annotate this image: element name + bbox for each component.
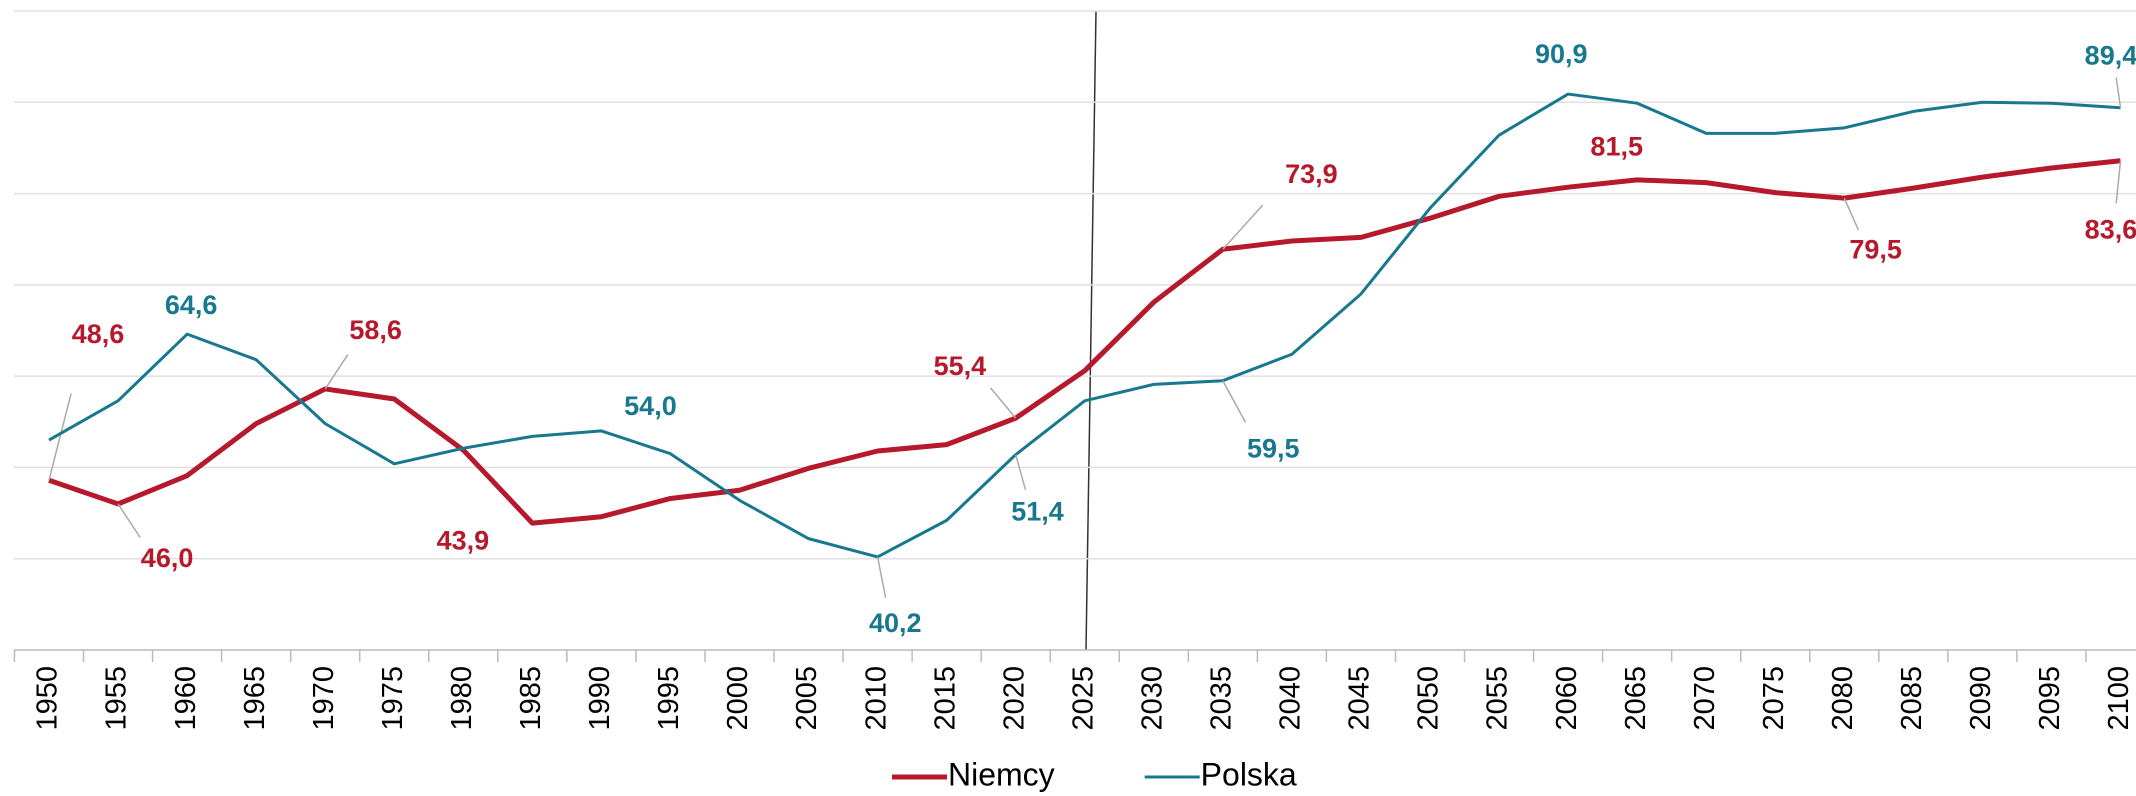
leader-line — [989, 387, 1017, 419]
data-label: 54,0 — [624, 391, 677, 421]
x-tick-label: 2010 — [860, 666, 892, 731]
x-tick-label: 2030 — [1136, 666, 1168, 731]
data-label: 43,9 — [437, 525, 490, 555]
x-tick-label: 2075 — [1758, 666, 1790, 731]
x-tick-label: 2040 — [1275, 666, 1307, 731]
x-tick-label: 2000 — [722, 666, 754, 731]
x-tick-label: 2065 — [1620, 666, 1652, 731]
x-tick-label: 2100 — [2103, 666, 2135, 731]
x-tick-label: 2015 — [929, 666, 961, 731]
x-tick-label: 2070 — [1689, 666, 1721, 731]
x-tick-label: 2035 — [1206, 666, 1238, 731]
x-tick-label: 2020 — [998, 666, 1030, 731]
x-tick-label: 1995 — [653, 666, 685, 731]
leader-line — [324, 354, 349, 390]
x-tick-label: 1965 — [239, 666, 271, 731]
x-tick-label: 1985 — [515, 666, 547, 731]
x-tick-label: 2045 — [1344, 666, 1376, 731]
x-tick-label: 1950 — [32, 666, 64, 731]
data-label: 90,9 — [1535, 39, 1588, 69]
leader-line — [1843, 197, 1860, 231]
leader-line — [48, 393, 72, 481]
forecast-divider — [1085, 10, 1097, 651]
data-label: 64,6 — [165, 290, 218, 320]
leader-line — [2115, 77, 2122, 108]
leader-line — [1222, 380, 1247, 423]
x-tick-label: 1980 — [446, 666, 478, 731]
x-tick-label: 2060 — [1551, 666, 1583, 731]
legend-label: Niemcy — [948, 756, 1055, 792]
x-tick-label: 2050 — [1413, 666, 1445, 731]
leader-line — [117, 503, 141, 538]
data-label: 79,5 — [1849, 234, 1902, 264]
x-tick-label: 2025 — [1067, 666, 1099, 731]
x-tick-label: 2005 — [791, 666, 823, 731]
data-label: 46,0 — [141, 543, 194, 573]
leader-line — [1014, 454, 1027, 490]
x-tick-label: 1975 — [377, 666, 409, 731]
data-label: 73,9 — [1285, 159, 1338, 189]
legend-label: Polska — [1201, 756, 1297, 792]
line-series — [48, 92, 2121, 559]
data-label: 58,6 — [349, 315, 402, 345]
leader-line — [1222, 204, 1264, 250]
x-tick-label: 1970 — [308, 666, 340, 731]
data-label: 48,6 — [72, 319, 125, 349]
data-label: 81,5 — [1590, 132, 1643, 162]
data-label: 51,4 — [1011, 496, 1064, 526]
x-tick-label: 1960 — [170, 666, 202, 731]
x-tick-label: 2055 — [1482, 666, 1514, 731]
leader-line — [876, 556, 887, 598]
data-label: 59,5 — [1247, 433, 1300, 463]
x-tick-label: 1990 — [584, 666, 616, 731]
line-series — [48, 158, 2121, 526]
data-label: 55,4 — [934, 351, 987, 381]
data-label: 83,6 — [2085, 215, 2136, 245]
x-tick-label: 2080 — [1827, 666, 1859, 731]
data-label: 40,2 — [869, 608, 922, 638]
x-tick-label: 2085 — [1896, 666, 1928, 731]
x-tick-label: 2095 — [2034, 666, 2066, 731]
leader-line — [2115, 160, 2122, 204]
x-tick-label: 1955 — [101, 666, 133, 731]
x-tick-label: 2090 — [1965, 666, 1997, 731]
data-label: 89,4 — [2085, 40, 2136, 70]
